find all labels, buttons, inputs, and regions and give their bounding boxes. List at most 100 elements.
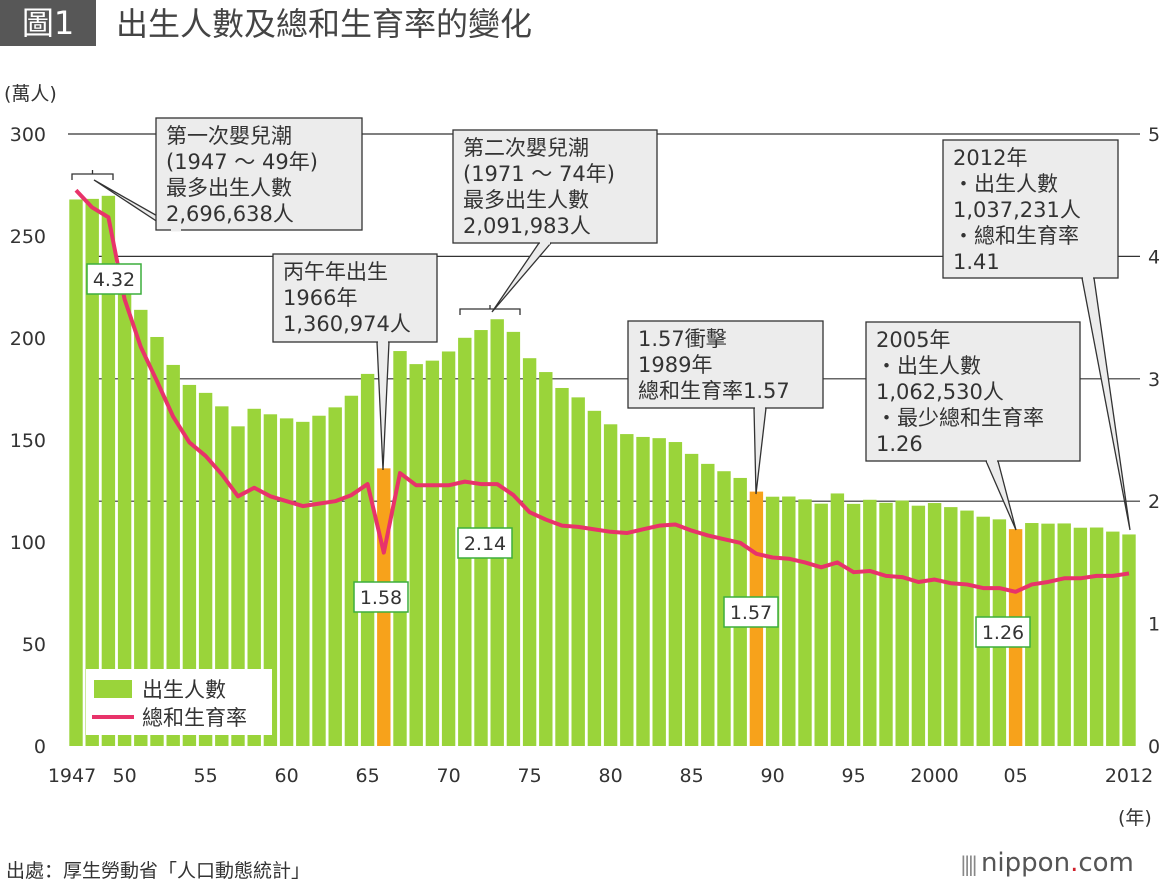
callout-pointer (985, 460, 1017, 531)
callout-line: 1,062,530人 (876, 380, 1004, 404)
bar (360, 373, 375, 746)
bar (798, 499, 812, 746)
bar (69, 199, 83, 746)
x-tick-label: 60 (275, 765, 299, 787)
value-label: 1.57 (730, 602, 772, 624)
callout-line: ・總和生育率 (953, 224, 1079, 248)
right-tick-label: 1 (1148, 614, 1160, 636)
x-tick-label: 55 (194, 765, 218, 787)
bar (506, 331, 521, 746)
callout-pointer (1081, 277, 1131, 531)
bar (279, 418, 294, 746)
bar (814, 503, 828, 746)
source-note: 出處：厚生勞動省「人口動態統計」 (6, 860, 311, 882)
callout-line: 1.26 (876, 432, 923, 456)
legend-label-births: 出生人數 (142, 678, 226, 702)
bar (587, 410, 602, 746)
left-tick-label: 150 (10, 430, 46, 452)
bar (1106, 531, 1120, 746)
x-tick-label: 95 (842, 765, 866, 787)
callout-line: 1989年 (638, 353, 712, 377)
bar (182, 384, 197, 746)
bar (911, 505, 926, 746)
bar (1025, 523, 1039, 746)
right-tick-label: 0 (1148, 736, 1160, 758)
bar (830, 493, 845, 746)
right-tick-label: 4 (1148, 246, 1160, 268)
bar (117, 269, 132, 746)
value-label: 1.26 (982, 622, 1024, 644)
callout-line: 1,037,231人 (953, 198, 1081, 222)
callout-line: 第一次嬰兒潮 (166, 124, 292, 148)
left-axis-unit: (萬人) (4, 83, 57, 105)
callout-line: ・出生人數 (876, 354, 981, 378)
callout-pointer (376, 341, 390, 471)
bar (701, 463, 715, 746)
bar (539, 372, 553, 746)
bar (555, 387, 569, 746)
x-tick-label: 90 (761, 765, 785, 787)
bar (603, 424, 618, 746)
x-axis-unit: (年) (1118, 807, 1152, 829)
right-tick-label: 2 (1148, 491, 1160, 513)
x-tick-label: 50 (113, 765, 137, 787)
x-tick-label: 80 (599, 765, 623, 787)
bar (247, 408, 261, 746)
bar (409, 364, 423, 746)
left-tick-label: 250 (10, 226, 46, 248)
value-label: 4.32 (93, 269, 135, 291)
bar (134, 309, 148, 746)
legend-bar-swatch (94, 680, 132, 698)
right-tick-label: 5 (1148, 124, 1160, 146)
callout-box (865, 321, 1081, 462)
value-label: 2.14 (464, 533, 506, 555)
left-tick-label: 200 (10, 328, 46, 350)
chart-title: 出生人數及總和生育率的變化 (116, 5, 533, 43)
callout-box (272, 253, 438, 343)
bar (441, 351, 456, 746)
value-label-box (457, 527, 513, 559)
fertility-rate-line (74, 188, 1130, 594)
bracket (71, 170, 114, 180)
callout-line: 2012年 (953, 146, 1027, 170)
bar (960, 510, 974, 746)
callout-line: 1.41 (953, 250, 1000, 274)
value-label: 1.58 (360, 587, 402, 609)
callout-line: ・最少總和生育率 (876, 406, 1044, 430)
bar (927, 503, 942, 746)
callout-line: 1.57衝擊 (638, 327, 727, 351)
value-label-box (975, 616, 1031, 648)
bar (166, 364, 180, 746)
bar (652, 438, 666, 746)
callout-pointer (491, 242, 552, 313)
logo-mark-icon: |||| (960, 852, 978, 876)
callout-line: 2,091,983人 (463, 214, 591, 238)
bar (344, 395, 359, 746)
callout-line: 最多出生人數 (463, 188, 589, 212)
callout-line: ・出生人數 (953, 172, 1058, 196)
left-tick-label: 100 (10, 532, 46, 554)
callout-line: 第二次嬰兒潮 (463, 136, 589, 160)
bar (231, 426, 245, 746)
left-tick-label: 300 (10, 124, 46, 146)
legend-label-tfr: 總和生育率 (142, 706, 247, 730)
callout-line: 1,360,974人 (283, 312, 411, 336)
right-tick-label: 3 (1148, 369, 1160, 391)
bar (328, 407, 342, 746)
x-tick-label: 2012 (1105, 765, 1153, 787)
bar (684, 453, 699, 746)
bar (393, 351, 407, 746)
bar (425, 360, 440, 746)
bar (312, 415, 326, 746)
nippon-logo[interactable]: |||| nippon.com (960, 848, 1134, 878)
bar (101, 195, 116, 746)
x-tick-label: 85 (680, 765, 704, 787)
callout-pointer (753, 407, 767, 495)
callout-box (627, 320, 824, 409)
callout-line: (1971 ～ 74年) (463, 162, 615, 186)
